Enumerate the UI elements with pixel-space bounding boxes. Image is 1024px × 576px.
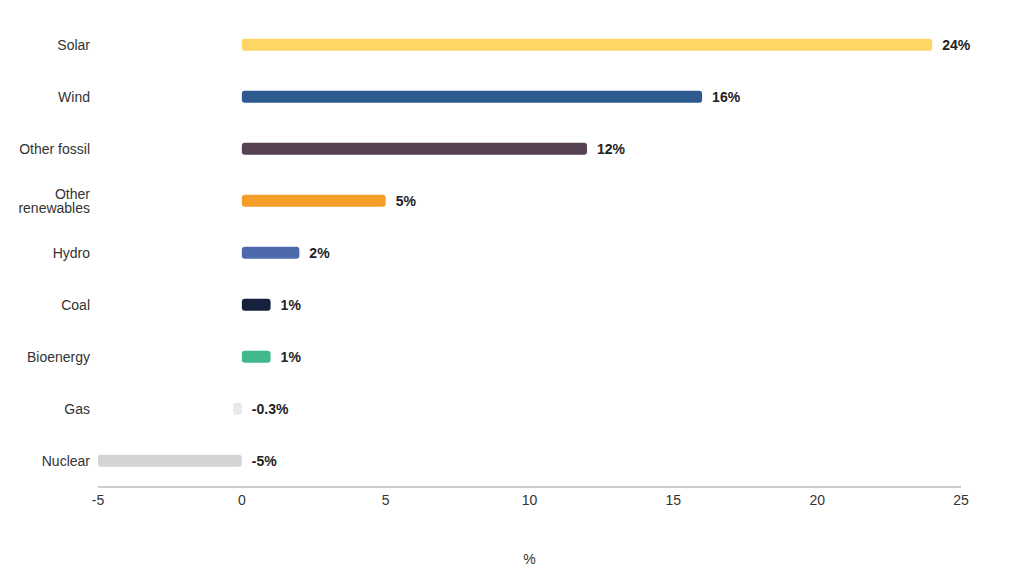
svg-text:-0.3%: -0.3%	[252, 401, 289, 417]
svg-text:16%: 16%	[712, 89, 741, 105]
svg-text:0: 0	[238, 492, 246, 508]
svg-text:-5: -5	[92, 492, 105, 508]
svg-text:1%: 1%	[281, 297, 302, 313]
svg-text:Hydro: Hydro	[53, 245, 91, 261]
svg-text:5: 5	[382, 492, 390, 508]
svg-text:1%: 1%	[281, 349, 302, 365]
svg-text:25: 25	[953, 492, 969, 508]
svg-text:Gas: Gas	[64, 401, 90, 417]
svg-text:-5%: -5%	[252, 453, 277, 469]
svg-text:5%: 5%	[396, 193, 417, 209]
svg-text:Coal: Coal	[61, 297, 90, 313]
svg-text:15: 15	[666, 492, 682, 508]
svg-text:12%: 12%	[597, 141, 626, 157]
svg-text:10: 10	[522, 492, 538, 508]
svg-text:Other fossil: Other fossil	[19, 141, 90, 157]
svg-text:Wind: Wind	[58, 89, 90, 105]
svg-text:%: %	[523, 551, 535, 567]
svg-text:2%: 2%	[309, 245, 330, 261]
svg-text:Otherrenewables: Otherrenewables	[18, 186, 90, 216]
svg-text:Bioenergy: Bioenergy	[27, 349, 90, 365]
svg-text:24%: 24%	[942, 37, 971, 53]
svg-text:20: 20	[809, 492, 825, 508]
svg-text:Solar: Solar	[57, 37, 90, 53]
svg-text:Nuclear: Nuclear	[42, 453, 91, 469]
